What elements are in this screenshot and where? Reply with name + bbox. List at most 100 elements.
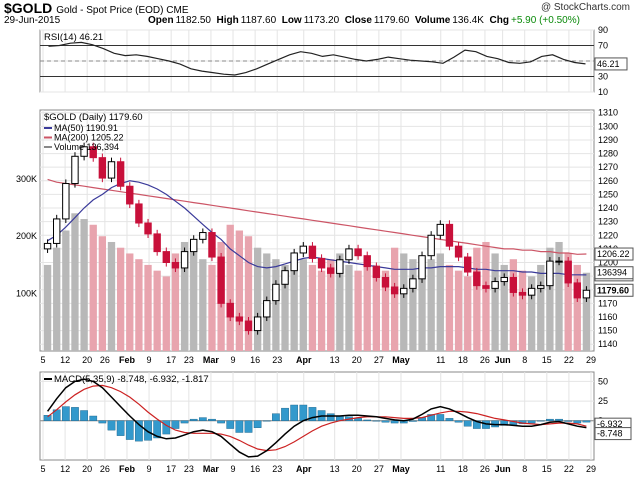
volume-bar: [527, 276, 536, 351]
macd-histogram-bar: [308, 407, 317, 421]
macd-histogram-bar: [89, 415, 98, 421]
macd-x-label: 29: [586, 464, 596, 474]
volume-bar: [43, 264, 52, 351]
macd-histogram-bar: [436, 414, 445, 421]
candle-body: [372, 266, 381, 278]
rsi-title: RSI(14) 46.21: [44, 32, 103, 43]
candle-body: [126, 185, 134, 205]
macd-histogram-bar: [107, 420, 116, 431]
candle-body: [445, 223, 454, 247]
volume-bar: [89, 224, 97, 351]
candle-body: [482, 285, 490, 289]
macd-histogram-bar: [409, 420, 417, 422]
price-tick-label: 1220: [598, 230, 618, 240]
macd-right-tag-label: -8.748: [597, 429, 623, 439]
candle-body: [473, 271, 481, 287]
candle-body: [272, 283, 280, 302]
macd-histogram-bar: [555, 418, 563, 421]
macd-histogram-bar: [463, 420, 472, 427]
volume-bar: [418, 264, 426, 351]
price-legend-label: Volume 136,394: [54, 142, 119, 152]
close-label: Close: [344, 15, 372, 26]
volume-bar: [62, 230, 70, 351]
candle-body: [390, 286, 399, 295]
volume-bar: [482, 241, 490, 351]
macd-histogram-bar: [390, 420, 399, 424]
rsi-current-tag: [594, 57, 628, 71]
price-tick-label: 1280: [598, 149, 618, 159]
volume-bar: [445, 264, 454, 351]
macd-x-label: 26: [100, 464, 110, 474]
candle-body: [98, 157, 107, 179]
volume-label: Volume: [414, 15, 451, 26]
price-x-label: 26: [100, 355, 110, 365]
price-tick-label: 1200: [598, 257, 618, 267]
macd-histogram-bar: [445, 418, 454, 421]
candle-body: [582, 289, 591, 299]
macd-histogram-bar: [171, 420, 180, 429]
volume-bar: [317, 270, 326, 351]
rsi-line: [48, 41, 586, 76]
macd-histogram-bar: [153, 420, 162, 439]
open-value: 1182.50: [175, 15, 211, 26]
stockcharts-credit[interactable]: @ StockCharts.com: [540, 2, 630, 13]
candle-body: [80, 146, 88, 157]
volume-tick-label: 100K: [16, 289, 37, 299]
volume-bar: [135, 259, 143, 351]
volume-bar: [116, 247, 125, 351]
macd-histogram-bar: [354, 418, 362, 421]
change-label: Chg: [489, 15, 509, 26]
macd-histogram-bar: [208, 418, 216, 421]
volume-bar: [199, 259, 207, 351]
candle-body: [345, 248, 353, 261]
volume-bar: [500, 264, 508, 351]
change-value: +5.90 (+0.50%): [511, 15, 580, 26]
open-label: Open: [148, 15, 174, 26]
price-x-label: 20: [82, 355, 92, 365]
price-x-label: Apr: [296, 355, 312, 365]
candle-body: [153, 233, 161, 253]
macd-signal-line: [47, 384, 587, 452]
macd-right-tag: [594, 427, 632, 441]
volume-bar: [363, 259, 371, 351]
candle-body: [290, 252, 298, 272]
macd-histogram-bar: [125, 420, 134, 440]
price-tick-label: 1230: [598, 217, 618, 227]
candle-body: [527, 287, 536, 296]
macd-x-label: 9: [147, 464, 152, 474]
candle-body: [491, 281, 499, 289]
price-x-label: 16: [250, 355, 260, 365]
ma50-line: [47, 180, 587, 276]
macd-x-label: Apr: [296, 464, 312, 474]
candle-body: [518, 291, 527, 296]
volume-bar: [153, 270, 161, 351]
close-value: 1179.60: [373, 15, 410, 26]
macd-x-label: 17: [166, 464, 176, 474]
candle-body: [317, 257, 326, 269]
rsi-tick-label: 30: [598, 72, 608, 82]
volume-bar: [71, 213, 79, 351]
price-x-label: 18: [458, 355, 468, 365]
price-x-label: May: [392, 355, 410, 365]
candle-body: [464, 256, 472, 273]
volume-right-tag-label: 136394: [597, 268, 627, 278]
volume-value: 136.4K: [452, 15, 484, 26]
macd-histogram-bar: [262, 420, 271, 422]
price-legend-label: MA(200) 1205.22: [54, 133, 124, 143]
volume-bar: [354, 270, 362, 351]
volume-bar: [409, 259, 417, 351]
volume-bar: [555, 241, 563, 351]
candle-body: [162, 251, 170, 263]
macd-histogram-bar: [272, 413, 280, 421]
macd-histogram-bar: [61, 406, 70, 421]
price-x-label: 23: [184, 355, 194, 365]
price-x-label: 5: [40, 355, 45, 365]
low-label: Low: [281, 15, 302, 26]
macd-x-label: 13: [330, 464, 340, 474]
candle-body: [537, 285, 545, 289]
candle-body: [336, 259, 344, 274]
candle-body: [299, 245, 307, 254]
candle-body: [436, 223, 444, 236]
price-x-label: 13: [330, 355, 340, 365]
candle-body: [171, 261, 180, 269]
